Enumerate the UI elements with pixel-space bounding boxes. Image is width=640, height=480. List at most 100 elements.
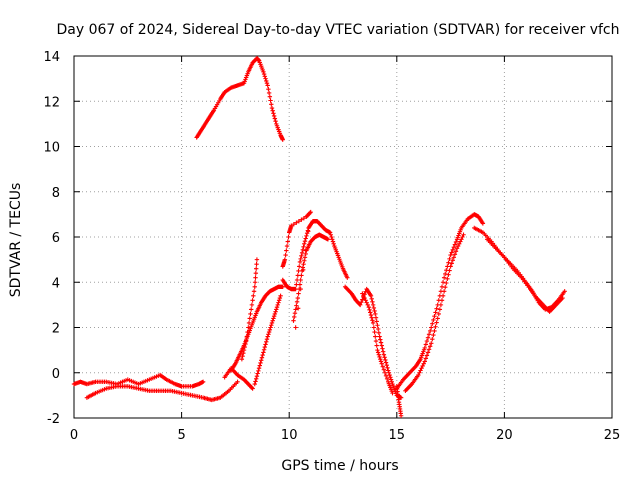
data-point xyxy=(380,364,386,369)
data-point xyxy=(427,344,433,349)
data-point xyxy=(455,243,461,249)
data-point xyxy=(247,316,252,321)
data-point xyxy=(370,302,376,308)
data-point xyxy=(249,302,255,308)
data-point xyxy=(443,271,448,277)
data-point xyxy=(262,74,268,79)
data-point xyxy=(276,300,281,305)
data-point xyxy=(254,373,260,379)
data-point xyxy=(376,330,382,335)
x-tick-label: 20 xyxy=(496,428,513,443)
data-point xyxy=(362,295,367,301)
data-point xyxy=(272,311,278,317)
data-point xyxy=(375,350,381,355)
data-point xyxy=(253,379,258,384)
data-point xyxy=(266,332,271,337)
data-point xyxy=(431,332,436,338)
data-point xyxy=(457,241,462,246)
data-point xyxy=(445,276,450,282)
series xyxy=(394,384,404,418)
data-point xyxy=(425,335,431,340)
data-point xyxy=(383,373,389,378)
data-point xyxy=(433,310,438,315)
series xyxy=(484,237,565,314)
data-point xyxy=(301,215,307,221)
data-point xyxy=(271,111,276,116)
data-point xyxy=(240,353,245,359)
data-point xyxy=(269,323,274,328)
data-point xyxy=(263,342,268,347)
data-point xyxy=(398,395,404,400)
data-point xyxy=(271,113,277,119)
y-tick-label: 8 xyxy=(52,186,60,201)
data-point xyxy=(379,361,384,366)
data-point xyxy=(303,236,308,241)
data-point xyxy=(480,221,486,226)
data-point xyxy=(264,339,269,345)
data-point xyxy=(253,271,259,276)
data-point xyxy=(380,349,386,354)
data-point xyxy=(265,83,270,88)
data-point xyxy=(384,376,390,381)
data-point xyxy=(373,334,378,339)
y-tick-label: 4 xyxy=(52,276,60,291)
data-point xyxy=(308,209,313,215)
data-point xyxy=(441,275,447,280)
data-point xyxy=(378,340,384,345)
data-point xyxy=(282,257,288,262)
data-point xyxy=(444,280,449,286)
data-point xyxy=(256,368,261,374)
data-point xyxy=(266,90,272,96)
data-point xyxy=(451,244,457,250)
data-point xyxy=(303,248,308,253)
series xyxy=(291,232,331,323)
data-point xyxy=(269,105,275,111)
data-point xyxy=(432,328,437,334)
data-point xyxy=(277,295,283,301)
data-point xyxy=(241,350,246,356)
data-point xyxy=(298,286,303,292)
y-tick-label: -2 xyxy=(47,412,60,427)
data-point xyxy=(376,352,382,357)
x-axis-label: GPS time / hours xyxy=(281,458,398,474)
data-point xyxy=(373,338,379,344)
data-point xyxy=(251,289,257,294)
data-point xyxy=(446,272,451,277)
data-point xyxy=(436,311,441,317)
data-point xyxy=(446,260,451,265)
y-tick-label: 14 xyxy=(43,50,60,65)
data-point xyxy=(299,250,305,256)
data-point xyxy=(286,234,291,240)
data-point xyxy=(361,293,366,299)
data-point xyxy=(280,137,285,142)
data-point xyxy=(383,360,389,365)
data-point xyxy=(345,275,350,280)
data-point xyxy=(421,361,426,366)
data-point xyxy=(377,334,382,339)
data-point xyxy=(254,257,260,262)
x-tick-label: 15 xyxy=(389,428,406,443)
data-point xyxy=(278,293,283,299)
data-point xyxy=(328,232,334,237)
data-point xyxy=(300,267,306,273)
grid xyxy=(74,56,612,418)
data-point xyxy=(296,291,301,296)
data-point xyxy=(254,266,259,271)
data-point xyxy=(424,338,430,344)
data-point xyxy=(242,344,247,350)
data-point xyxy=(432,313,437,319)
data-point xyxy=(261,71,267,77)
data-point xyxy=(388,377,394,382)
data-point xyxy=(258,360,263,366)
data-point xyxy=(422,359,427,364)
data-point xyxy=(265,334,270,339)
y-tick-label: 12 xyxy=(43,95,60,110)
data-point xyxy=(267,94,273,99)
data-point xyxy=(264,80,270,86)
data-point xyxy=(294,303,299,308)
data-point xyxy=(430,321,435,326)
data-point xyxy=(299,217,304,222)
data-point xyxy=(460,234,465,240)
data-point xyxy=(297,259,303,265)
data-point xyxy=(364,300,369,305)
